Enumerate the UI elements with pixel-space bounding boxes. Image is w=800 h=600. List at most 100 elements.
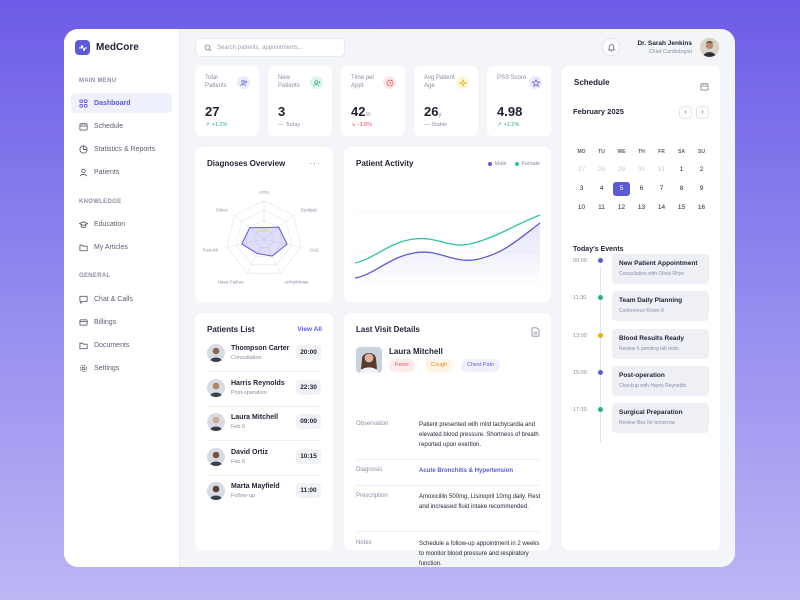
visit-field-text: Patient presented with mild tachycardia …	[419, 422, 539, 448]
event-title: Post-operation	[619, 371, 665, 379]
sidebar-item-statistics[interactable]: Statistics & Reports	[71, 139, 172, 159]
diagnosis-link[interactable]: Acute Bronchitis & Hypertension	[419, 468, 514, 474]
search-input[interactable]: Search patients, appointments...	[195, 38, 345, 57]
patient-row[interactable]: Laura Mitchell Feb 6 09:00	[207, 413, 321, 447]
more-options-icon[interactable]: ···	[309, 158, 321, 168]
calendar-day[interactable]: 11	[598, 204, 605, 211]
event-time: 09:00	[573, 258, 587, 264]
bell-icon	[607, 43, 615, 52]
event-card[interactable]: New Patient Appointment Consultation with…	[612, 254, 709, 284]
calendar-day[interactable]: 16	[697, 204, 706, 211]
row-divider	[207, 371, 321, 372]
user-name[interactable]: Dr. Sarah Jenkins	[637, 40, 692, 47]
calendar-day[interactable]: 10	[577, 204, 586, 211]
male-area	[355, 223, 540, 287]
radar-axis-line	[247, 238, 265, 274]
patient-row[interactable]: Marta Mayfield Follow-up 11:00	[207, 482, 321, 516]
sidebar-item-settings[interactable]: Settings	[71, 358, 172, 378]
calendar-day[interactable]: 1	[679, 166, 684, 173]
sidebar-item-label: My Articles	[94, 243, 128, 251]
patient-row[interactable]: Thompson Carter Consultation 20:00	[207, 344, 321, 378]
event-card[interactable]: Surgical Preparation Review files for tom…	[612, 403, 709, 434]
row-divider	[207, 440, 321, 441]
sidebar-item-label: Chat & Calls	[94, 295, 133, 303]
calendar-day[interactable]: 12	[617, 204, 626, 211]
event-card[interactable]: Post-operation Checkup with Harris Reynol…	[612, 365, 709, 396]
visit-field-label: Observation	[356, 421, 389, 427]
diagnoses-radar-chart: HTN Dyslipid. CAC Arrhythmias Heart Failure P…	[203, 190, 320, 284]
calendar-day[interactable]: 14	[657, 204, 666, 211]
event-title: New Patient Appointment	[619, 260, 698, 267]
stat-change-text: Today	[285, 122, 301, 128]
sidebar-item-patients[interactable]: Patients	[71, 162, 172, 182]
activity-legend: Male Female	[487, 161, 540, 167]
user-avatar[interactable]	[700, 38, 719, 57]
stat-card-total-patients: Total Patients 27 ↗ +1.2%	[195, 66, 259, 136]
calendar-day[interactable]: 8	[679, 185, 684, 192]
stat-value: 4.98	[497, 104, 523, 119]
sidebar-item-label: Education	[94, 220, 126, 228]
event-card[interactable]: Blood Results Ready Review 5 pending lab …	[612, 328, 709, 359]
calendar-day[interactable]: 27	[577, 166, 586, 173]
visit-field-label: Prescription	[356, 493, 388, 499]
patient-avatar	[207, 413, 225, 431]
calendar-day[interactable]: 2	[699, 166, 704, 173]
users-icon	[237, 76, 250, 89]
calendar-icon[interactable]	[700, 78, 709, 96]
logo[interactable]: MedCore	[75, 40, 139, 55]
search-icon	[204, 44, 212, 52]
sidebar-item-billings[interactable]: Billings	[71, 312, 172, 332]
calendar-day[interactable]: 6	[639, 185, 644, 192]
graduation-cap-icon	[79, 220, 88, 228]
sidebar-item-my-articles[interactable]: My Articles	[71, 237, 172, 257]
sidebar-item-dashboard[interactable]: Dashboard	[71, 93, 172, 113]
calendar-day[interactable]: 7	[659, 185, 664, 192]
trend-flat-icon: —	[424, 122, 430, 128]
patient-name: David Ortiz	[231, 448, 268, 456]
clock-icon	[383, 76, 396, 89]
sidebar-item-label: Dashboard	[94, 99, 131, 107]
event-card[interactable]: Team Daily Planning Conference Room 8	[612, 291, 709, 322]
pulse-icon	[75, 40, 90, 55]
calendar-next-button[interactable]: ›	[696, 106, 709, 119]
radar-axis-label: CAC	[310, 247, 320, 252]
patient-subtitle: Consultation	[231, 355, 262, 361]
last-visit-patient-name: Laura Mitchell	[389, 347, 443, 356]
calendar-day-selected[interactable]: 5	[613, 182, 630, 196]
notifications-button[interactable]	[602, 38, 620, 56]
event-subtitle: Checkup with Harris Reynolds	[619, 382, 686, 389]
calendar-day[interactable]: 9	[699, 185, 704, 192]
sidebar-item-chat-calls[interactable]: Chat & Calls	[71, 289, 172, 309]
sidebar-item-documents[interactable]: Documents	[71, 335, 172, 355]
patient-row[interactable]: David Ortiz Feb 6 10:15	[207, 447, 321, 482]
patients-list-card: Patients List View All Thompson Carter Co…	[195, 313, 333, 550]
sparkle-icon	[456, 76, 469, 89]
legend-female: Female	[514, 161, 540, 167]
radar-grid-ring	[254, 229, 274, 248]
calendar-day[interactable]: 3	[579, 185, 584, 192]
sidebar-item-education[interactable]: Education	[71, 214, 172, 234]
sidebar-item-schedule[interactable]: Schedule	[71, 116, 172, 136]
timeline-dot	[598, 258, 603, 263]
radar-axis-label: Other	[216, 208, 228, 213]
event-subtitle: Review files for tomorrow	[619, 420, 676, 427]
document-icon[interactable]	[531, 324, 540, 342]
calendar-day[interactable]: 13	[637, 204, 646, 211]
radar-axis-label: Arrhythmias	[284, 279, 309, 284]
calendar-day[interactable]: 28	[597, 166, 606, 173]
timeline-dot	[598, 407, 603, 413]
todays-events-title: Today's Events	[573, 246, 624, 253]
calendar-day[interactable]: 31	[657, 166, 666, 173]
calendar-day[interactable]: 4	[599, 185, 604, 192]
patient-row[interactable]: Harris Reynolds Post-operation 22:30	[207, 378, 321, 413]
calendar-weekday: SU	[698, 149, 705, 155]
calendar-prev-button[interactable]: ‹	[679, 106, 692, 119]
diagnoses-title: Diagnoses Overview	[207, 159, 286, 168]
calendar-day[interactable]: 30	[637, 166, 646, 173]
row-divider	[207, 474, 321, 476]
calendar-day[interactable]: 29	[617, 166, 626, 173]
calendar-day[interactable]: 15	[677, 204, 686, 211]
patient-time-badge: 09:00	[296, 414, 321, 429]
sidebar: MedCore MAIN MENU Dashboard Schedule Sta…	[64, 29, 180, 567]
view-all-link[interactable]: View All	[297, 326, 322, 333]
